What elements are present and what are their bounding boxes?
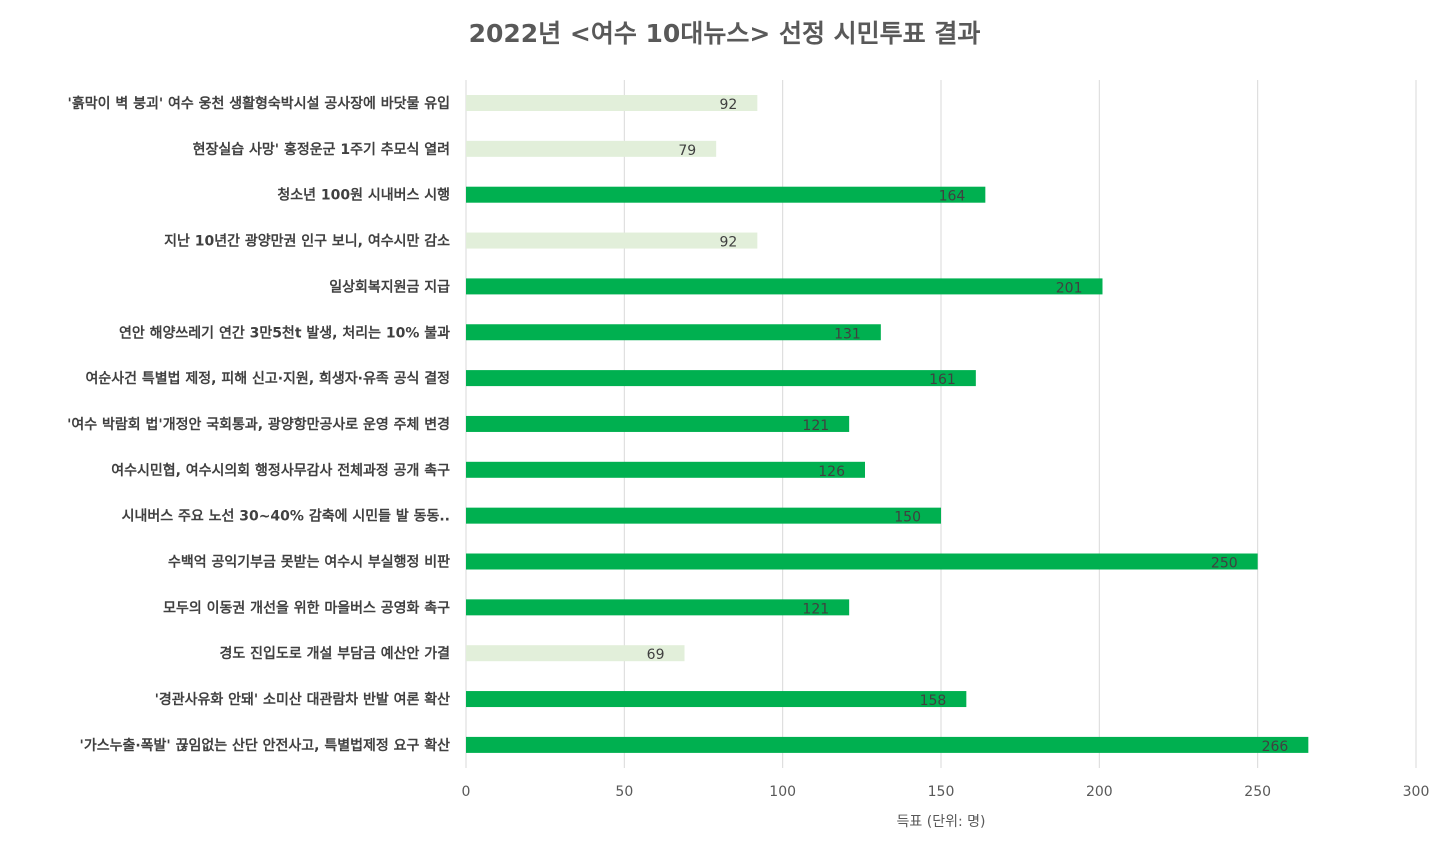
category-label: 경도 진입도로 개설 부담금 예산안 가결 (220, 645, 450, 662)
category-label: 수백억 공익기부금 못받는 여수시 부실행정 비판 (168, 554, 450, 571)
data-label: 121 (802, 418, 829, 434)
bar (466, 186, 986, 203)
category-label: '흙막이 벽 붕괴' 여수 웅천 생활형숙박시설 공사장에 바닷물 유입 (68, 95, 450, 112)
data-label: 79 (678, 143, 696, 159)
bar (466, 553, 1258, 570)
bar (466, 370, 976, 387)
category-label: 시내버스 주요 노선 30~40% 감축에 시민들 발 동동.. (122, 508, 450, 525)
bar (466, 507, 941, 524)
data-label: 150 (894, 510, 921, 526)
data-label: 126 (818, 464, 845, 480)
bar (466, 232, 758, 249)
x-tick-label: 0 (462, 784, 471, 800)
x-axis-ticks: 0 50 100 150 200 250 300 (462, 784, 1430, 800)
data-label: 250 (1211, 556, 1238, 572)
x-tick-label: 300 (1403, 784, 1430, 800)
category-label: '여수 박람회 법'개정안 국회통과, 광양항만공사로 운영 주체 변경 (67, 416, 450, 433)
data-label: 131 (834, 326, 861, 342)
category-label: 여순사건 특별법 제정, 피해 신고·지원, 희생자·유족 공식 결정 (85, 370, 450, 387)
data-label: 158 (920, 693, 947, 709)
bar (466, 691, 967, 708)
data-labels: 92 79 164 92 201 131 161 121 126 150 250 121 69 158 26… (647, 97, 1289, 755)
data-label: 161 (929, 372, 956, 388)
data-label: 92 (720, 97, 738, 113)
x-tick-label: 50 (615, 784, 633, 800)
bar (466, 645, 685, 662)
category-label: '경관사유화 안돼' 소미산 대관람차 반발 여론 확산 (155, 691, 451, 708)
category-labels: '흙막이 벽 붕괴' 여수 웅천 생활형숙박시설 공사장에 바닷물 유입현장실습… (67, 95, 450, 754)
bar (466, 599, 850, 616)
category-label: '가스누출·폭발' 끊임없는 산단 안전사고, 특별법제정 요구 확산 (80, 737, 451, 754)
x-tick-label: 150 (928, 784, 955, 800)
x-tick-label: 250 (1244, 784, 1271, 800)
bar (466, 461, 865, 478)
bar (466, 140, 717, 157)
data-label: 69 (647, 647, 665, 663)
bar (466, 736, 1309, 753)
x-tick-label: 100 (769, 784, 796, 800)
bar (466, 324, 881, 341)
data-label: 164 (939, 189, 966, 205)
data-label: 92 (720, 235, 738, 251)
x-tick-label: 200 (1086, 784, 1113, 800)
bar (466, 415, 850, 432)
chart-title: 2022년 <여수 10대뉴스> 선정 시민투표 결과 (468, 19, 981, 48)
bar (466, 95, 758, 111)
category-label: 일상회복지원금 지급 (329, 279, 450, 295)
category-label: 연안 해양쓰레기 연간 3만5천t 발생, 처리는 10% 불과 (119, 324, 450, 341)
x-axis-title: 득표 (단위: 명) (897, 814, 986, 830)
category-label: 현장실습 사망' 홍정운군 1주기 추모식 열려 (193, 141, 450, 158)
category-label: 지난 10년간 광양만권 인구 보니, 여수시만 감소 (164, 233, 450, 250)
bars (466, 95, 1309, 753)
data-label: 201 (1056, 280, 1083, 296)
category-label: 청소년 100원 시내버스 시행 (277, 187, 450, 204)
data-label: 266 (1262, 739, 1289, 755)
category-label: 모두의 이동권 개선을 위한 마을버스 공영화 촉구 (163, 599, 450, 616)
data-label: 121 (802, 601, 829, 617)
bar (466, 278, 1103, 295)
category-label: 여수시민협, 여수시의회 행정사무감사 전체과정 공개 촉구 (111, 462, 450, 479)
